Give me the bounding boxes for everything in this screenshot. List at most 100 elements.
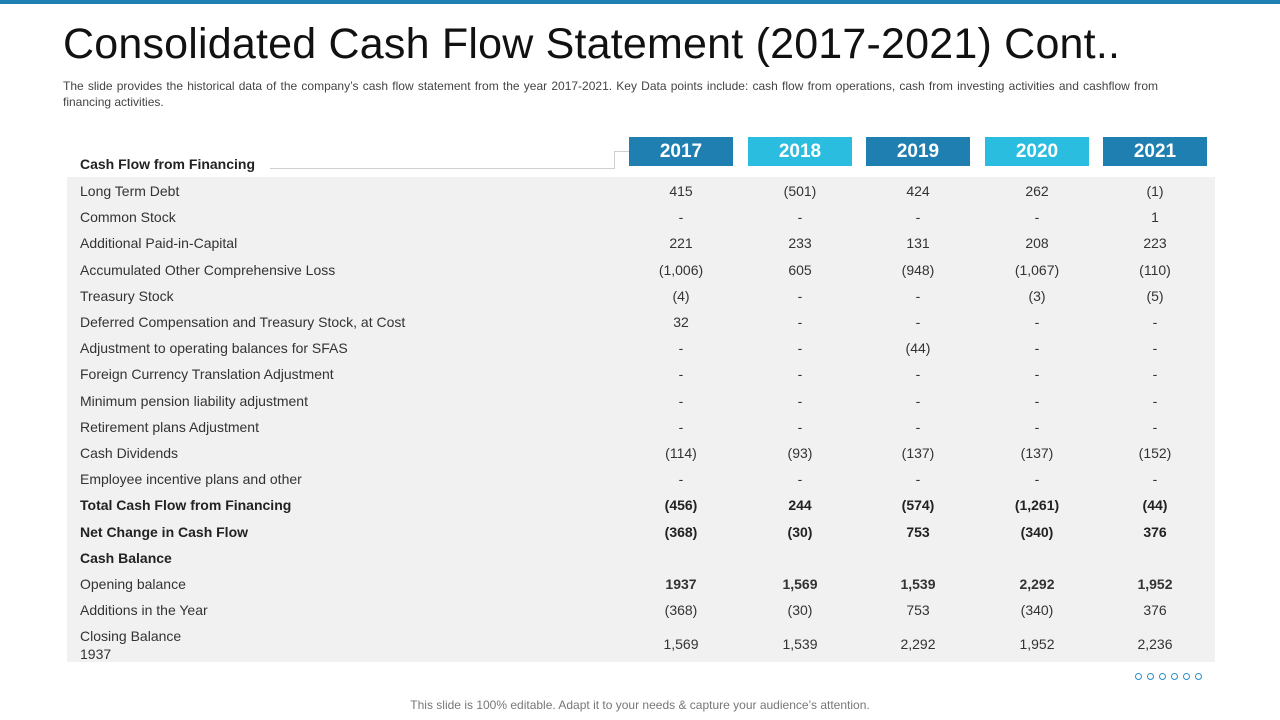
year-header-2019: 2019 <box>866 137 970 166</box>
row-value: (340) <box>1020 602 1054 619</box>
table-row: Cash Dividends (114) (93) (137) (137) (152) <box>67 440 1215 466</box>
row-label: Cash Balance <box>80 549 172 566</box>
row-label: Retirement plans Adjustment <box>80 418 259 435</box>
row-value: 1,952 <box>1019 636 1055 652</box>
row-value: - <box>915 314 921 330</box>
row-value: - <box>678 340 684 357</box>
row-value: (4) <box>672 287 690 304</box>
row-value: - <box>797 366 803 383</box>
row-value: - <box>915 392 921 409</box>
row-label: Cash Dividends <box>80 445 179 461</box>
dot-icon <box>1171 673 1178 680</box>
row-value: (44) <box>1142 497 1168 514</box>
dot-icon <box>1183 673 1190 680</box>
row-value: (340) <box>1020 523 1054 540</box>
table-row: Total Cash Flow from Financing (456) 244 (5… <box>67 492 1215 518</box>
page-subtitle: The slide provides the historical data o… <box>63 79 1158 109</box>
row-value: (368) <box>664 602 698 619</box>
row-label: Closing Balance <box>80 628 182 644</box>
table-row: Deferred Compensation and Treasury Stock… <box>67 309 1215 335</box>
row-value: 233 <box>788 235 812 252</box>
row-label: Long Term Debt <box>80 183 180 199</box>
dot-icon <box>1135 673 1142 680</box>
row-label: Accumulated Other Comprehensive Loss <box>80 261 336 278</box>
row-value: (456) <box>664 497 698 514</box>
dot-icon <box>1159 673 1166 680</box>
row-label-line2: 1937 <box>80 646 112 662</box>
row-value: (5) <box>1146 287 1164 304</box>
row-value: 32 <box>673 314 689 330</box>
row-value: - <box>1034 392 1040 409</box>
row-value: 2,292 <box>1019 576 1055 592</box>
row-value: - <box>1152 314 1158 330</box>
section-label: Cash Flow from Financing <box>80 156 256 172</box>
pagination-dots <box>1135 667 1207 685</box>
table-row: Additions in the Year (368) (30) 753 (340) 37… <box>67 597 1215 623</box>
row-value: 1,539 <box>900 576 936 592</box>
row-value: (30) <box>787 602 813 619</box>
row-value: 415 <box>669 183 693 199</box>
row-value: 753 <box>906 602 930 619</box>
row-value: 1937 <box>665 576 697 592</box>
row-value: - <box>678 418 684 435</box>
row-value: (114) <box>665 445 697 461</box>
row-value: (30) <box>787 523 813 540</box>
table-row: Cash Balance <box>67 545 1215 571</box>
row-value: - <box>1034 366 1040 383</box>
table-row: Accumulated Other Comprehensive Loss (1,0… <box>67 257 1215 283</box>
row-value: - <box>678 366 684 383</box>
page-title: Consolidated Cash Flow Statement (2017-2… <box>63 20 1121 68</box>
row-value: 2,236 <box>1137 636 1173 652</box>
row-value: 131 <box>906 235 930 252</box>
row-label: Employee incentive plans and other <box>80 471 302 488</box>
row-value: (93) <box>787 445 813 461</box>
row-value: - <box>1152 418 1158 435</box>
row-value: - <box>797 340 803 357</box>
row-value: - <box>1034 471 1040 488</box>
dot-icon <box>1195 673 1202 680</box>
row-value: 244 <box>788 497 812 514</box>
row-value: (137) <box>1020 445 1054 461</box>
row-value: - <box>1152 471 1158 488</box>
row-value: 376 <box>1143 602 1167 619</box>
year-header-2020: 2020 <box>985 137 1089 166</box>
row-value: 376 <box>1143 523 1167 540</box>
dot-icon <box>1147 673 1154 680</box>
row-value: - <box>915 366 921 383</box>
row-value: (368) <box>664 523 698 540</box>
row-value: (1,006) <box>658 261 704 278</box>
table-row: Adjustment to operating balances for SFA… <box>67 335 1215 361</box>
table-row: Common Stock - - - - 1 <box>67 204 1215 230</box>
row-value: - <box>915 418 921 435</box>
row-value: - <box>797 471 803 488</box>
row-value: (1,067) <box>1014 261 1060 278</box>
footer-note: This slide is 100% editable. Adapt it to… <box>410 698 870 712</box>
row-value: - <box>797 209 803 226</box>
header-divider-top <box>614 151 630 152</box>
table-row: Additional Paid-in-Capital 221 233 131 208 22… <box>67 230 1215 256</box>
row-value: (574) <box>901 497 935 514</box>
row-value: (1,261) <box>1014 497 1060 514</box>
row-label: Treasury Stock <box>80 287 174 304</box>
row-value: - <box>915 471 921 488</box>
row-value: - <box>678 471 684 488</box>
row-value: - <box>1034 418 1040 435</box>
row-value: 753 <box>906 523 930 540</box>
row-value: - <box>797 392 803 409</box>
row-value: - <box>797 314 803 330</box>
table-row: Minimum pension liability adjustment - - - -… <box>67 388 1215 414</box>
row-value: - <box>797 418 803 435</box>
row-value: 1,539 <box>782 636 818 652</box>
table-row: Long Term Debt 415 (501) 424 262 (1) <box>67 178 1215 204</box>
row-value: (137) <box>901 445 935 461</box>
row-value: (110) <box>1139 261 1171 278</box>
row-value: - <box>1152 392 1158 409</box>
row-value: (501) <box>783 183 817 199</box>
row-label: Minimum pension liability adjustment <box>80 392 308 409</box>
header-divider-tick <box>614 151 615 168</box>
row-value: 221 <box>669 235 693 252</box>
year-header-2017: 2017 <box>629 137 733 166</box>
table-row: Opening balance 1937 1,569 1,539 2,292 1,952 <box>67 571 1215 597</box>
row-label: Additions in the Year <box>80 602 208 619</box>
row-label: Opening balance <box>80 576 186 592</box>
